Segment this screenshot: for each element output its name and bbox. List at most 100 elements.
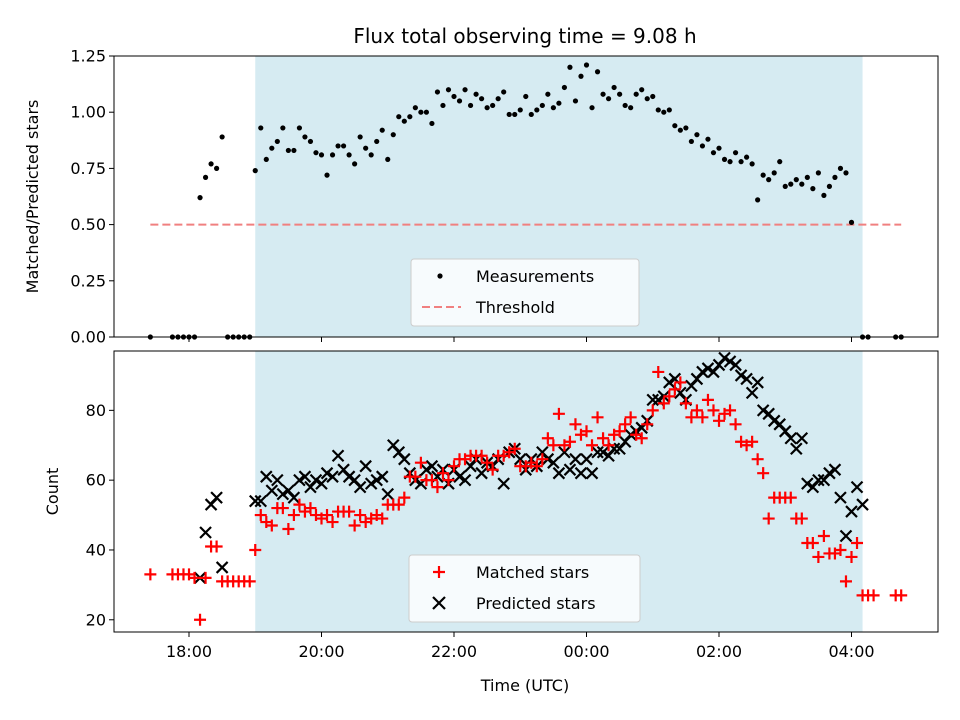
measurement-point <box>617 91 623 97</box>
measurement-point <box>523 93 529 100</box>
measurement-point <box>291 147 297 154</box>
matched-star-point <box>812 550 825 563</box>
measurement-point <box>639 87 645 93</box>
matched-star-point <box>287 509 300 522</box>
measurement-point <box>550 105 556 111</box>
measurement-point <box>744 154 750 160</box>
measurement-point <box>445 87 452 93</box>
measurement-point <box>837 165 844 171</box>
predicted-star-point <box>767 414 781 428</box>
predicted-star-point <box>795 431 809 445</box>
matched-star-point <box>293 498 306 511</box>
matched-star-point <box>276 502 289 515</box>
measurement-point <box>677 127 683 133</box>
measurement-point <box>716 145 722 151</box>
measurement-point <box>335 143 341 149</box>
predicted-star-point <box>552 466 566 480</box>
matched-star-point <box>376 512 389 525</box>
matched-star-point <box>436 467 449 480</box>
predicted-star-point <box>591 445 604 459</box>
matched-star-point <box>674 376 687 389</box>
measurement-point <box>346 152 352 158</box>
predicted-star-point <box>370 473 383 487</box>
x-ticks-bottom: 18:00 20:00 22:00 00:00 02:00 04:00 <box>166 632 875 661</box>
matched-star-point <box>707 404 720 417</box>
matched-star-point <box>646 404 659 417</box>
predicted-stars-points <box>193 351 869 585</box>
predicted-star-point <box>563 463 577 476</box>
measurement-point <box>484 105 490 111</box>
predicted-star-point <box>215 561 229 574</box>
measurement-point <box>556 100 562 106</box>
predicted-star-point <box>569 452 582 466</box>
predicted-star-point <box>265 484 279 497</box>
matched-star-point <box>845 550 858 563</box>
measurement-point <box>760 172 766 178</box>
measurement-point <box>197 195 203 201</box>
predicted-star-point <box>834 491 847 504</box>
measurement-point <box>821 192 827 198</box>
predicted-star-point <box>398 452 411 466</box>
predicted-star-point <box>558 445 571 459</box>
matched-star-point <box>663 390 676 403</box>
measurement-point <box>788 181 794 187</box>
matched-star-point <box>657 397 670 410</box>
predicted-star-point <box>210 491 223 504</box>
predicted-star-point <box>740 372 753 386</box>
legend-label-threshold: Threshold <box>475 298 555 317</box>
measurement-point <box>440 102 446 109</box>
measurement-point <box>545 91 551 97</box>
matched-star-point <box>757 467 770 480</box>
measurement-point <box>622 102 628 109</box>
predicted-star-point <box>375 470 389 483</box>
matched-star-point <box>243 575 256 588</box>
predicted-star-point <box>823 466 836 480</box>
measurement-point <box>412 105 418 111</box>
matched-star-point <box>784 491 797 504</box>
predicted-star-point <box>260 470 273 483</box>
measurement-point <box>285 147 291 154</box>
predicted-star-point <box>458 473 472 487</box>
measurement-point <box>407 114 413 120</box>
predicted-star-point <box>381 487 395 501</box>
measurement-point <box>368 152 374 158</box>
measurement-point <box>826 183 833 189</box>
matched-star-point <box>536 453 549 466</box>
matched-star-point <box>696 411 709 424</box>
predicted-star-point <box>812 473 825 487</box>
legend-label-measurements: Measurements <box>476 267 594 286</box>
legend-marker-matched <box>433 566 445 578</box>
measurement-point <box>456 98 463 104</box>
measurement-point <box>208 161 214 167</box>
y-tick-label: 0.00 <box>70 328 106 347</box>
measurement-point <box>721 156 728 163</box>
measurement-point <box>467 102 474 109</box>
matched-star-point <box>486 463 499 476</box>
measurement-point <box>274 138 280 145</box>
measurement-point <box>572 98 579 104</box>
measurement-point <box>401 118 407 124</box>
axes-frame-bottom <box>113 350 939 633</box>
measurement-point <box>749 161 755 167</box>
legend-top: Measurements Threshold <box>410 258 640 327</box>
predicted-star-point <box>784 431 798 445</box>
measurement-point <box>755 197 761 203</box>
measurement-point <box>302 134 308 140</box>
predicted-star-point <box>580 452 593 466</box>
measurement-point <box>352 161 358 167</box>
matched-star-point <box>409 470 422 483</box>
matched-star-point <box>806 536 819 549</box>
predicted-star-point <box>696 365 709 379</box>
y-ticks-top: 0.00 0.25 0.50 0.75 1.00 1.25 <box>70 47 114 347</box>
measurement-point <box>252 168 258 174</box>
matched-star-point <box>547 439 560 452</box>
x-tick-label: 22:00 <box>431 642 477 661</box>
matched-star-point <box>624 411 637 424</box>
matched-star-point <box>194 613 207 626</box>
matched-star-point <box>144 568 157 581</box>
matched-star-point <box>685 411 698 424</box>
matched-star-point <box>414 456 427 469</box>
matched-star-point <box>635 432 648 445</box>
measurement-point <box>534 107 540 113</box>
